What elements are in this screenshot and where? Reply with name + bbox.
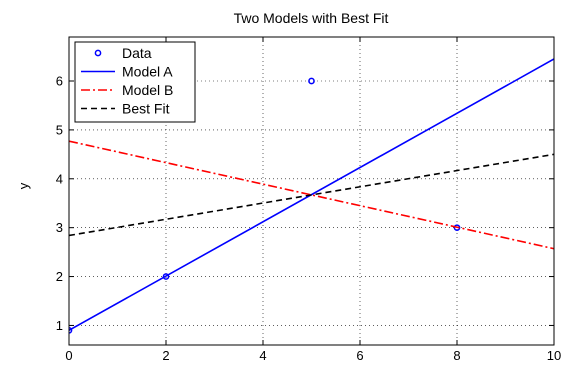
y-tick-label: 6 xyxy=(56,74,63,89)
y-tick-label: 3 xyxy=(56,220,63,235)
series-model-b xyxy=(69,140,554,250)
y-tick-label: 4 xyxy=(56,171,63,186)
y-axis-label: y xyxy=(16,182,31,189)
x-tick-label: 6 xyxy=(356,348,363,363)
data-point xyxy=(162,273,170,280)
legend-label: Model B xyxy=(122,82,173,98)
plot-frame xyxy=(68,36,555,346)
x-tick-label: 10 xyxy=(547,348,561,363)
chart-title: Two Models with Best Fit xyxy=(234,10,389,26)
y-tick-label: 5 xyxy=(56,122,63,137)
series-best-fit xyxy=(69,153,554,237)
legend-label: Best Fit xyxy=(122,101,170,117)
grid xyxy=(69,37,554,345)
legend-label: Model A xyxy=(122,64,173,80)
x-tick-label: 8 xyxy=(453,348,460,363)
legend: Data Model A Model B Best Fit xyxy=(74,41,196,123)
legend-label: Data xyxy=(122,45,152,61)
y-tick-label: 1 xyxy=(56,318,63,333)
data-point xyxy=(453,224,461,232)
series-line xyxy=(69,140,554,250)
series-line xyxy=(69,153,554,237)
x-tick-label: 4 xyxy=(259,348,266,363)
x-tick-label: 0 xyxy=(65,348,72,363)
legend-swatch xyxy=(94,49,102,57)
x-tick-label: 2 xyxy=(162,348,169,363)
data-point xyxy=(308,77,315,85)
series-layer xyxy=(69,58,554,334)
y-tick-label: 2 xyxy=(56,269,63,284)
